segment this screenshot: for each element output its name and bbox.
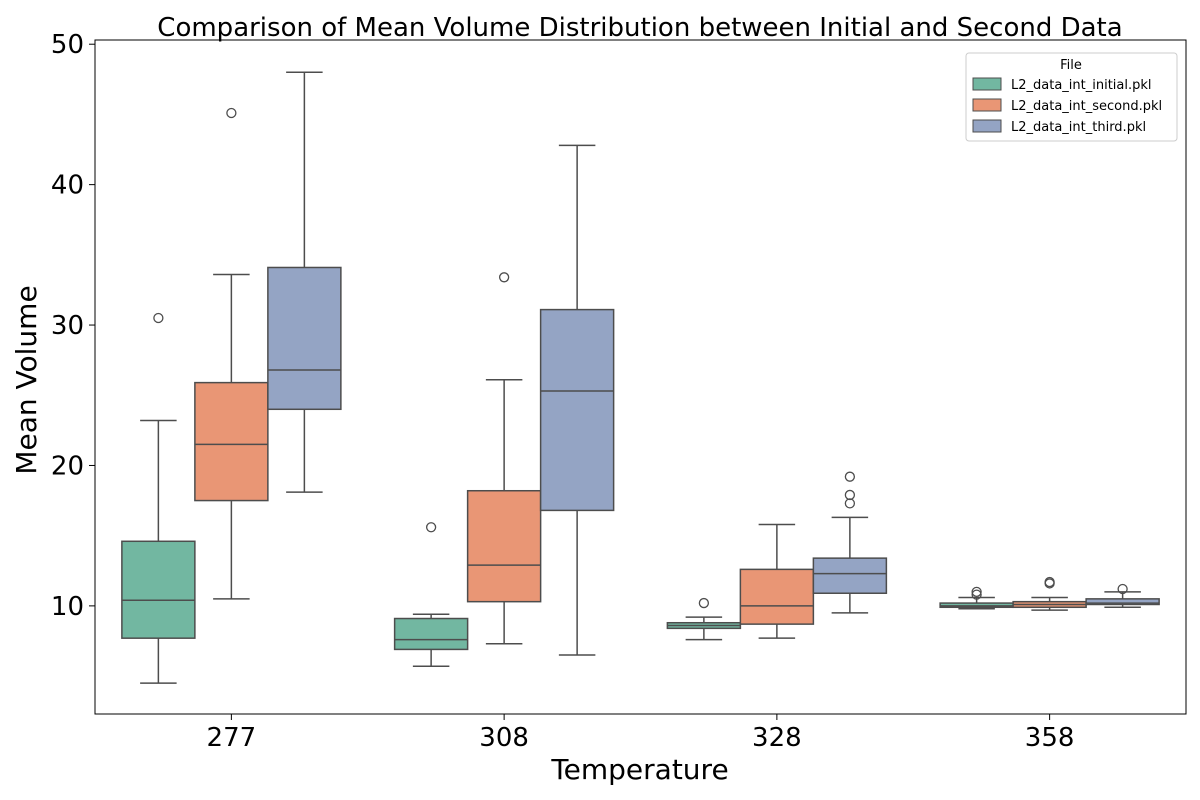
x-axis-label: Temperature	[550, 753, 728, 786]
box-body	[539, 308, 615, 512]
box-328-series-1	[739, 523, 815, 639]
box-body	[121, 540, 196, 639]
box-358-series-0	[939, 586, 1014, 610]
box-358-series-1	[1012, 576, 1087, 611]
legend-items: L2_data_int_initial.pkl L2_data_int_secon…	[972, 77, 1162, 135]
outlier-point	[844, 471, 856, 482]
box-277-series-0	[121, 312, 196, 684]
box-277-series-1	[194, 107, 269, 600]
legend: File L2_data_int_initial.pklL2_data_int_…	[965, 52, 1178, 142]
box-body	[812, 557, 888, 594]
y-tick-label: 20	[51, 451, 84, 481]
axes: 10 20 30 40 50 277 308 328 358	[51, 30, 1075, 753]
chart-title: Comparison of Mean Volume Distribution b…	[157, 13, 1122, 43]
outlier-point	[498, 272, 510, 283]
outlier-point	[844, 498, 856, 509]
box-body	[739, 568, 815, 625]
box-body	[194, 381, 269, 502]
outlier-point	[1044, 576, 1055, 588]
legend-swatch	[972, 98, 1002, 112]
y-tick-label: 30	[51, 311, 84, 341]
outlier-point	[425, 522, 437, 533]
legend-label: L2_data_int_second.pkl	[1011, 99, 1162, 114]
legend-swatch	[972, 119, 1002, 133]
outlier-point	[153, 312, 164, 324]
box-body	[466, 489, 542, 603]
box-308-series-1	[466, 272, 542, 645]
box-body	[267, 266, 342, 411]
legend-label: L2_data_int_initial.pkl	[1011, 78, 1152, 93]
box-body	[393, 617, 469, 651]
x-tick-label: 277	[207, 723, 257, 753]
box-328-series-0	[666, 597, 742, 641]
legend-title: File	[1060, 58, 1082, 73]
plot-frame	[94, 39, 1187, 715]
box-308-series-0	[393, 522, 469, 668]
x-tick-label: 328	[752, 723, 802, 753]
box-308-series-2	[539, 144, 615, 656]
y-axis-label: Mean Volume	[10, 285, 43, 474]
outlier-point	[698, 597, 710, 609]
outlier-point	[971, 586, 982, 597]
outlier-point	[844, 489, 856, 501]
x-tick-label: 358	[1025, 723, 1075, 753]
y-tick-label: 10	[51, 592, 84, 622]
outlier-point	[971, 589, 982, 600]
y-tick-label: 50	[51, 30, 84, 60]
box-277-series-2	[267, 71, 342, 493]
outlier-point	[226, 107, 237, 119]
outlier-point	[1117, 583, 1128, 595]
legend-frame	[965, 52, 1178, 142]
box-body	[1085, 598, 1160, 606]
legend-label: L2_data_int_third.pkl	[1011, 120, 1146, 135]
box-328-series-2	[812, 471, 888, 614]
y-tick-label: 40	[51, 171, 84, 201]
plot-area	[121, 71, 1160, 684]
box-358-series-2	[1085, 583, 1160, 609]
legend-swatch	[972, 77, 1002, 91]
x-tick-label: 308	[479, 723, 529, 753]
